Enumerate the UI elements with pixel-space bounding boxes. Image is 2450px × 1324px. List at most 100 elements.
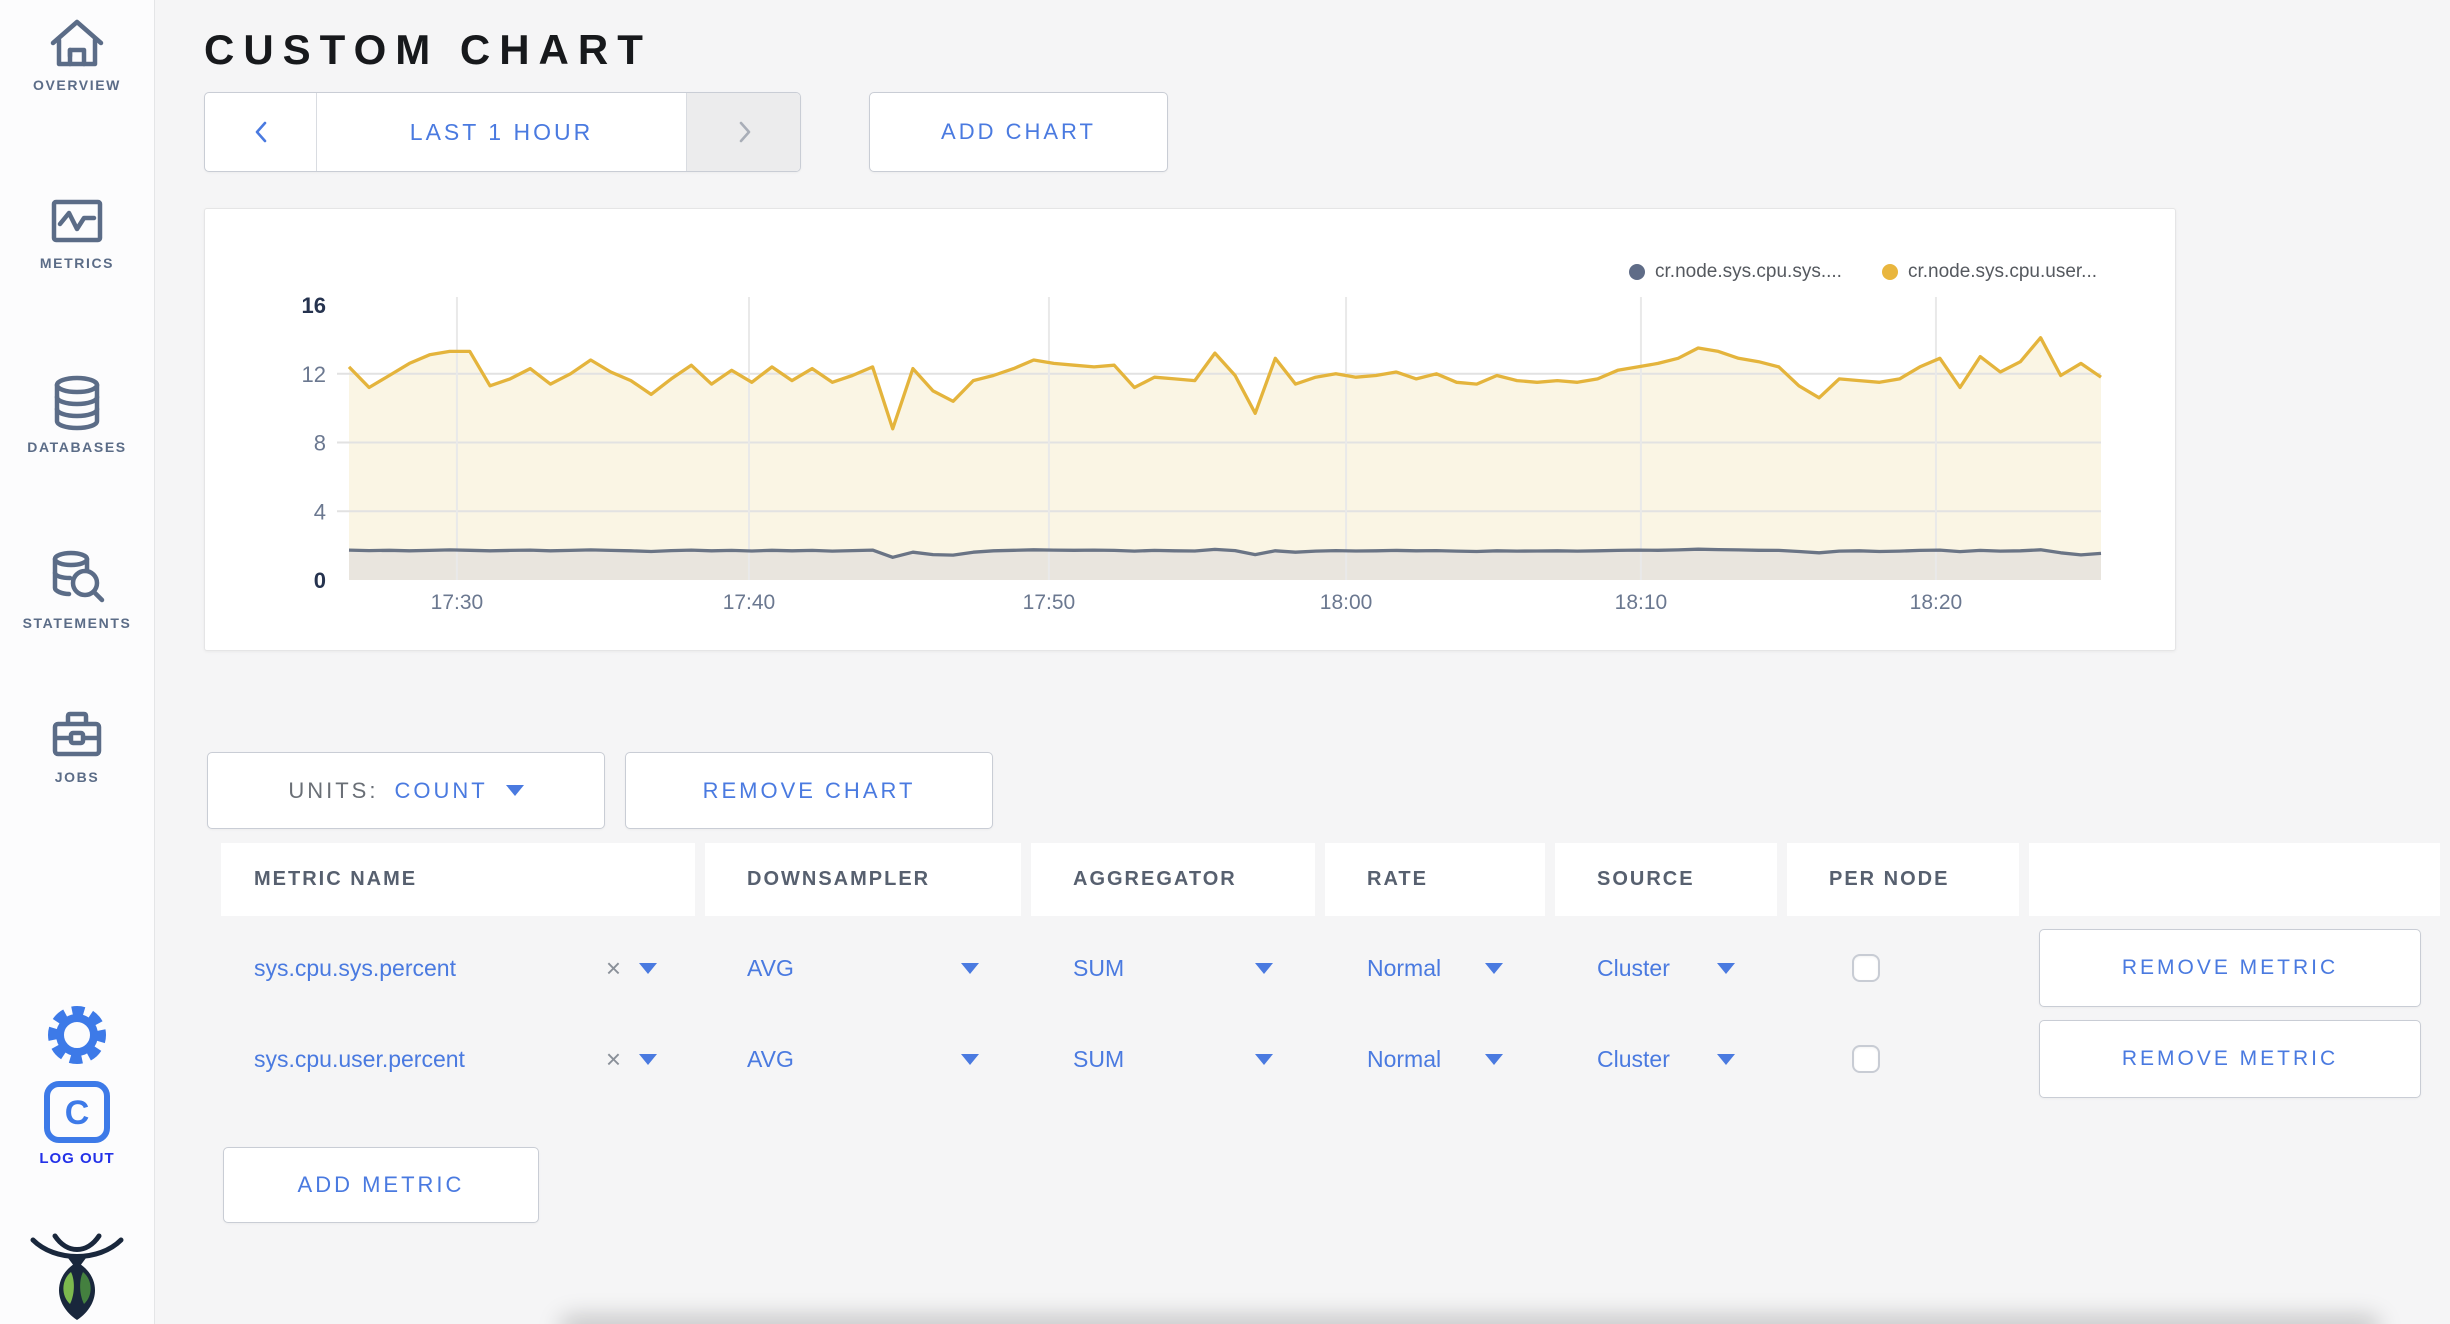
database-icon: [47, 374, 107, 432]
sidebar-item-logout[interactable]: C LOG OUT: [0, 1080, 154, 1167]
add-metric-button[interactable]: ADD METRIC: [223, 1147, 539, 1223]
units-dropdown[interactable]: UNITS: COUNT: [207, 752, 605, 829]
metric-name-select[interactable]: sys.cpu.user.percent ×: [221, 1020, 695, 1098]
aggregator-value: SUM: [1073, 1045, 1125, 1072]
column-header-downsampler: DOWNSAMPLER: [705, 843, 1021, 916]
metric-name-value[interactable]: sys.cpu.sys.percent: [254, 954, 456, 981]
sidebar-item-databases[interactable]: DATABASES: [0, 374, 154, 455]
sidebar: OVERVIEW METRICS DATABASES: [0, 0, 155, 1324]
rate-value: Normal: [1367, 954, 1442, 981]
legend-label: cr.node.sys.cpu.user...: [1907, 261, 2097, 282]
clear-metric-icon[interactable]: ×: [605, 1044, 621, 1074]
sidebar-brand-logo[interactable]: [0, 1232, 154, 1322]
sidebar-item-metrics[interactable]: METRICS: [0, 192, 154, 271]
chevron-right-icon: [739, 121, 750, 143]
chevron-left-icon: [255, 121, 266, 143]
chart-area: [349, 549, 2101, 580]
source-select[interactable]: Cluster: [1555, 1020, 1777, 1098]
rate-select[interactable]: Normal: [1325, 1020, 1545, 1098]
sidebar-item-label: DATABASES: [27, 439, 127, 455]
sidebar-item-label: OVERVIEW: [32, 77, 121, 93]
actions-cell: REMOVE METRIC: [2029, 929, 2440, 1007]
timescale-prev-button[interactable]: [205, 93, 317, 171]
sidebar-item-label: JOBS: [54, 769, 100, 785]
chart-controls: UNITS: COUNT REMOVE CHART: [207, 752, 993, 829]
x-axis-tick-label: 18:00: [1320, 591, 1373, 614]
y-axis-tick-label: 12: [302, 362, 326, 387]
chart-card: cr.node.sys.cpu.sys.... cr.node.sys.cpu.u…: [204, 208, 2176, 651]
units-value: COUNT: [394, 777, 488, 803]
legend-dot-icon: [1629, 264, 1646, 280]
statements-icon: [46, 550, 108, 608]
aggregator-select[interactable]: SUM: [1031, 929, 1315, 1007]
metric-name-value[interactable]: sys.cpu.user.percent: [254, 1045, 465, 1072]
x-axis-tick-label: 17:30: [431, 591, 484, 614]
source-value: Cluster: [1597, 954, 1670, 981]
briefcase-icon: [47, 706, 107, 762]
add-chart-button[interactable]: ADD CHART: [869, 92, 1168, 172]
per-node-checkbox[interactable]: [1852, 954, 1880, 982]
legend-dot-icon: [1881, 264, 1898, 280]
logout-label: LOG OUT: [39, 1150, 115, 1167]
sidebar-item-settings[interactable]: [0, 1004, 154, 1066]
timescale-control: LAST 1 HOUR: [204, 92, 801, 172]
source-select[interactable]: Cluster: [1555, 929, 1777, 1007]
gear-icon: [46, 1004, 108, 1066]
metrics-icon: [47, 192, 107, 248]
clear-metric-icon[interactable]: ×: [605, 953, 621, 983]
per-node-cell: [1787, 929, 2019, 1007]
rate-value: Normal: [1367, 1045, 1442, 1072]
legend-item: cr.node.sys.cpu.user...: [1881, 261, 2097, 283]
home-icon: [47, 14, 107, 70]
rate-select[interactable]: Normal: [1325, 929, 1545, 1007]
caret-down-icon: [639, 962, 657, 974]
chart-plot: 0 4 8 12 16 17:30 17:40 17:50 18:00 18:10 18:20: [302, 293, 2102, 614]
chart-area: [349, 337, 2101, 580]
sidebar-item-label: STATEMENTS: [22, 615, 132, 631]
downsampler-value: AVG: [747, 1045, 794, 1072]
metric-name-select[interactable]: sys.cpu.sys.percent ×: [221, 929, 695, 1007]
cockroach-c-logo-icon: C: [42, 1080, 112, 1144]
legend-label: cr.node.sys.cpu.sys....: [1655, 261, 1842, 282]
y-axis-tick-label: 16: [302, 293, 326, 318]
remove-chart-button[interactable]: REMOVE CHART: [625, 752, 993, 829]
caret-down-icon: [1485, 1053, 1503, 1065]
metrics-table: METRIC NAME DOWNSAMPLER AGGREGATOR RATE …: [221, 843, 2440, 1098]
column-header-actions: [2029, 843, 2440, 916]
actions-cell: REMOVE METRIC: [2029, 1020, 2440, 1098]
svg-text:C: C: [65, 1094, 90, 1132]
column-header-metric-name: METRIC NAME: [221, 843, 695, 916]
column-header-source: SOURCE: [1555, 843, 1777, 916]
aggregator-select[interactable]: SUM: [1031, 1020, 1315, 1098]
timescale-range-dropdown[interactable]: LAST 1 HOUR: [317, 93, 687, 171]
column-header-rate: RATE: [1325, 843, 1545, 916]
column-header-aggregator: AGGREGATOR: [1031, 843, 1315, 916]
caret-down-icon: [1255, 1053, 1273, 1065]
caret-down-icon: [1717, 962, 1735, 974]
caret-down-icon: [1717, 1053, 1735, 1065]
chart-line: [348, 547, 2102, 559]
caret-down-icon: [1255, 962, 1273, 974]
downsampler-select[interactable]: AVG: [705, 929, 1021, 1007]
sidebar-item-jobs[interactable]: JOBS: [0, 706, 154, 785]
page-title: CUSTOM CHART: [204, 26, 652, 74]
sidebar-item-statements[interactable]: STATEMENTS: [0, 550, 154, 631]
caret-down-icon: [961, 1053, 979, 1065]
downsampler-value: AVG: [747, 954, 794, 981]
y-axis-tick-label: 8: [314, 431, 326, 456]
remove-metric-button[interactable]: REMOVE METRIC: [2039, 1020, 2421, 1098]
remove-metric-button[interactable]: REMOVE METRIC: [2039, 929, 2421, 1007]
x-axis-tick-label: 18:20: [1910, 591, 1963, 614]
caret-down-icon: [961, 962, 979, 974]
sidebar-item-overview[interactable]: OVERVIEW: [0, 14, 154, 93]
toolbar: LAST 1 HOUR ADD CHART: [204, 92, 1168, 172]
metrics-chart-svg: 0 4 8 12 16 17:30 17:40 17:50 18:00 18:10 18:20: [302, 293, 2102, 614]
legend-item: cr.node.sys.cpu.sys....: [1629, 261, 1842, 283]
caret-down-icon: [505, 785, 524, 796]
cockroach-bug-icon: [27, 1232, 127, 1322]
units-label: UNITS:: [288, 777, 379, 803]
timescale-next-button[interactable]: [687, 93, 800, 171]
downsampler-select[interactable]: AVG: [705, 1020, 1021, 1098]
per-node-checkbox[interactable]: [1852, 1045, 1880, 1073]
